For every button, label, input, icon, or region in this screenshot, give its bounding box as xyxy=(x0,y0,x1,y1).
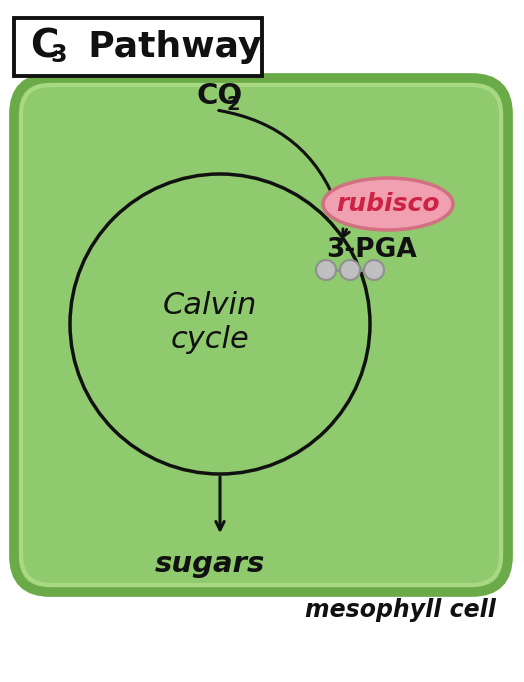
Text: 3-PGA: 3-PGA xyxy=(326,237,417,263)
Text: Pathway: Pathway xyxy=(63,30,261,64)
Text: C: C xyxy=(30,28,59,66)
Text: mesophyll cell: mesophyll cell xyxy=(304,598,495,622)
FancyArrowPatch shape xyxy=(216,477,224,530)
Text: 2: 2 xyxy=(226,95,239,113)
Circle shape xyxy=(316,260,336,280)
Circle shape xyxy=(364,260,384,280)
Text: cycle: cycle xyxy=(171,325,249,355)
FancyArrowPatch shape xyxy=(343,228,350,237)
Text: sugars: sugars xyxy=(155,550,265,578)
Circle shape xyxy=(70,174,370,474)
Ellipse shape xyxy=(323,178,453,230)
Text: rubisco: rubisco xyxy=(336,192,440,216)
Text: 3: 3 xyxy=(50,43,67,67)
FancyBboxPatch shape xyxy=(14,18,262,76)
Text: CO: CO xyxy=(196,82,242,110)
Text: Calvin: Calvin xyxy=(163,291,257,321)
FancyArrowPatch shape xyxy=(219,110,339,208)
Circle shape xyxy=(340,260,360,280)
FancyBboxPatch shape xyxy=(14,78,508,592)
